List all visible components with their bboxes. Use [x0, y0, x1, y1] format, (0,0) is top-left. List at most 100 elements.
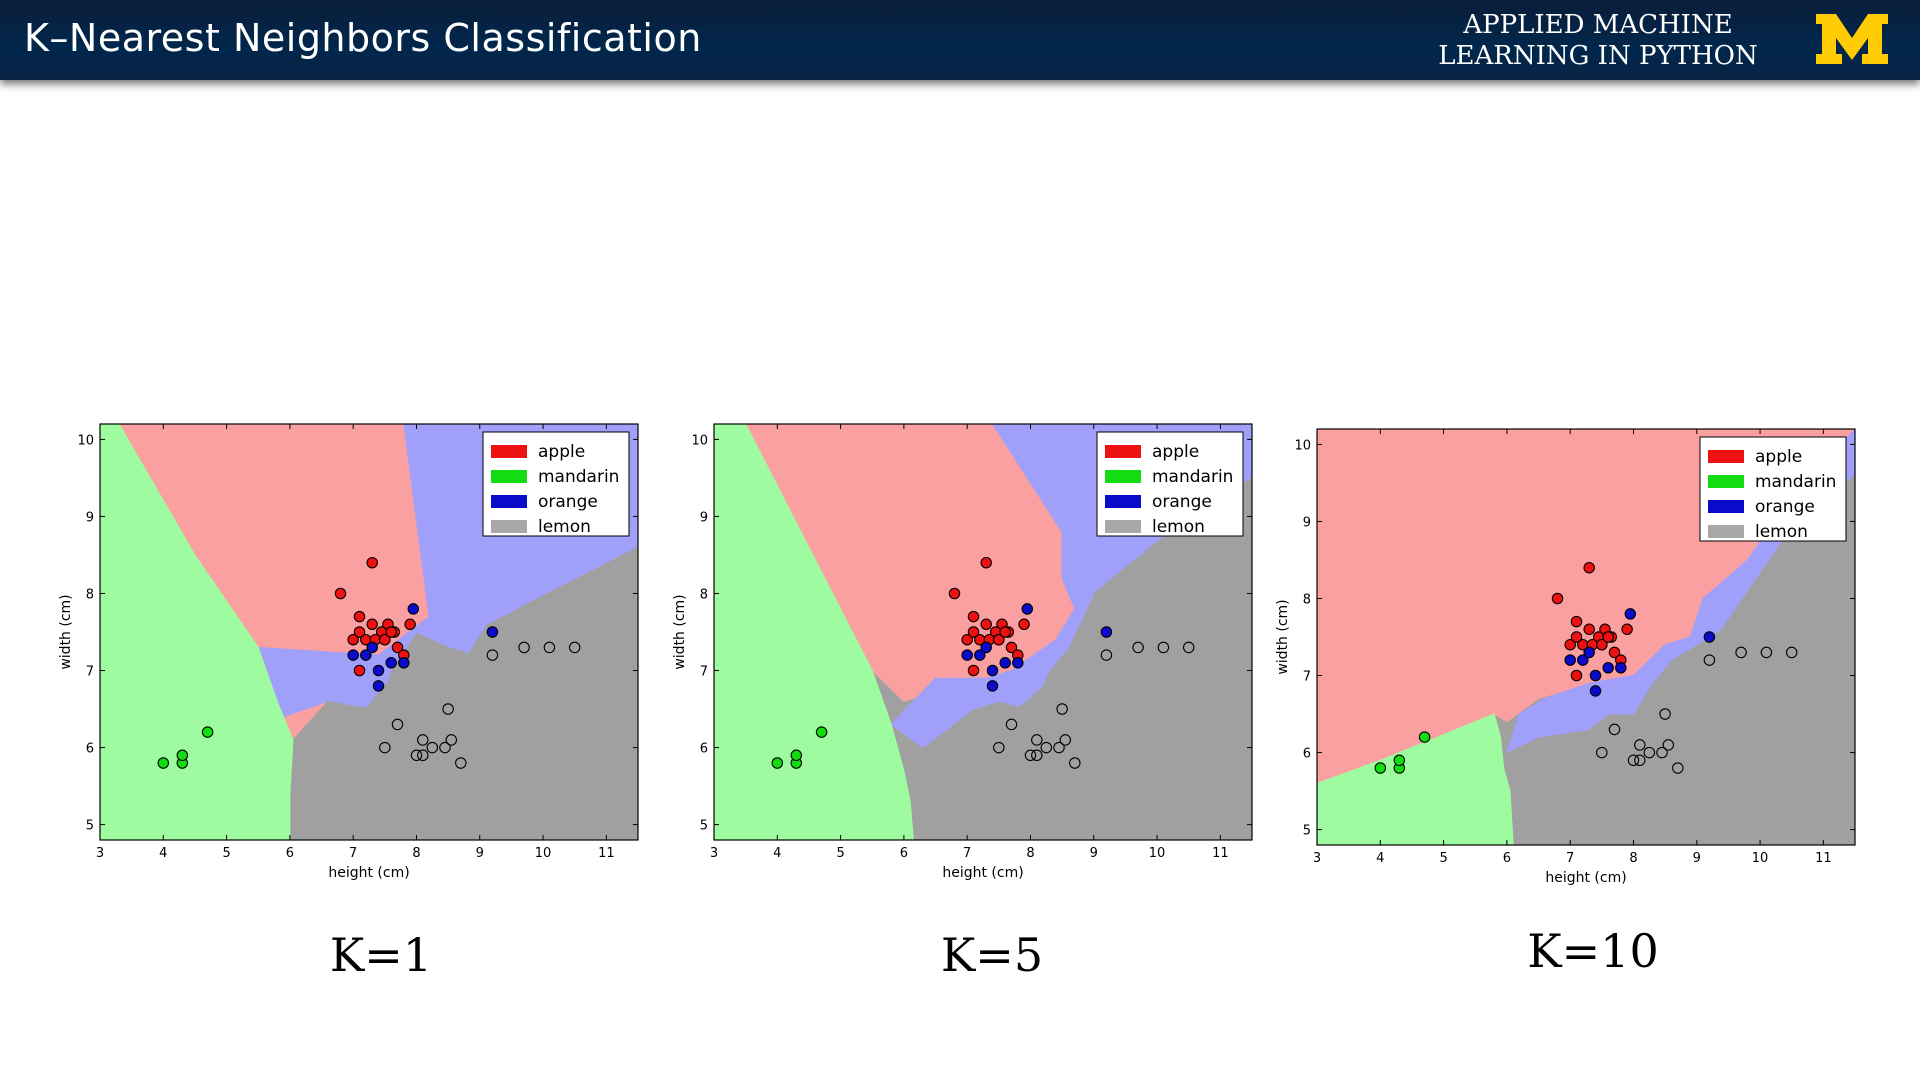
legend-label-orange: orange	[538, 492, 598, 512]
x-tick-label: 9	[476, 846, 484, 861]
legend-label-mandarin: mandarin	[538, 467, 619, 487]
x-tick-label: 11	[1815, 851, 1832, 866]
data-point-mandarin	[790, 749, 803, 762]
data-point-orange	[360, 649, 372, 661]
data-point-lemon	[543, 641, 556, 654]
x-tick-label: 7	[963, 846, 971, 861]
legend-swatch-lemon	[1105, 520, 1141, 533]
data-point-mandarin	[771, 757, 784, 769]
plot-frame	[1316, 428, 1856, 846]
data-point-orange	[1589, 685, 1602, 697]
y-tick-label: 5	[1303, 824, 1311, 839]
knn-plot-k10: 3 4 5 6 7 8 9 10 11 5 6 7 8 9 10 height (cm) width (cm) a…	[1267, 425, 1857, 886]
legend-swatch-apple	[1105, 445, 1141, 458]
x-tick-label: 6	[900, 846, 908, 861]
x-tick-label: 3	[710, 846, 718, 861]
data-point-lemon	[1656, 746, 1668, 759]
data-point-orange	[986, 664, 999, 677]
y-tick-label: 6	[86, 742, 94, 757]
data-point-lemon	[442, 703, 454, 715]
data-point-apple	[353, 626, 366, 638]
data-point-orange	[1577, 654, 1589, 666]
x-axis-label: height (cm)	[1545, 870, 1626, 886]
data-point-lemon	[1596, 746, 1608, 759]
x-tick-label: 5	[1439, 851, 1447, 866]
data-point-orange	[1021, 603, 1034, 615]
data-point-orange	[398, 657, 410, 669]
data-point-orange	[372, 664, 385, 677]
data-point-apple	[967, 664, 980, 677]
legend-label-lemon: lemon	[1152, 517, 1205, 537]
legend-label-lemon: lemon	[1755, 522, 1808, 542]
data-point-lemon	[1157, 641, 1170, 654]
data-point-orange	[980, 641, 992, 654]
x-tick-label: 9	[1693, 851, 1701, 866]
y-tick-label: 6	[700, 742, 708, 757]
y-tick-label: 10	[1294, 438, 1311, 453]
data-point-lemon	[1100, 649, 1113, 661]
data-point-lemon	[379, 741, 391, 754]
y-axis-label: width (cm)	[58, 594, 74, 669]
x-tick-label: 8	[412, 846, 420, 861]
data-point-lemon	[1608, 723, 1621, 736]
y-tick-label: 10	[77, 433, 94, 448]
data-point-lemon	[1053, 741, 1065, 754]
data-point-orange	[372, 680, 385, 692]
legend-swatch-orange	[1105, 495, 1141, 508]
data-point-orange	[974, 649, 986, 661]
data-point-lemon	[410, 749, 423, 762]
data-point-orange	[407, 603, 420, 615]
y-tick-label: 5	[86, 819, 94, 834]
plot-frame	[99, 423, 639, 841]
decision-region-mandarin	[100, 424, 294, 840]
data-point-orange	[486, 626, 499, 638]
y-tick-label: 5	[700, 819, 708, 834]
legend-label-apple: apple	[1755, 447, 1802, 467]
legend-swatch-mandarin	[491, 470, 527, 483]
x-tick-label: 11	[1212, 846, 1229, 861]
data-point-lemon	[1785, 646, 1798, 659]
data-point-lemon	[1069, 757, 1081, 769]
data-point-lemon	[1182, 641, 1195, 654]
plot-frame	[713, 423, 1253, 841]
y-tick-label: 7	[1303, 670, 1311, 685]
x-tick-label: 5	[222, 846, 230, 861]
data-point-apple	[385, 626, 397, 638]
logo-m-shape	[1816, 14, 1888, 64]
data-point-apple	[353, 610, 366, 623]
data-point-apple	[391, 641, 404, 654]
x-tick-label: 6	[286, 846, 294, 861]
data-point-lemon	[1662, 739, 1675, 751]
data-point-orange	[999, 657, 1011, 669]
data-point-apple	[1005, 641, 1018, 654]
data-point-apple	[1583, 623, 1595, 636]
x-tick-label: 3	[1313, 851, 1321, 866]
legend-label-apple: apple	[538, 442, 585, 462]
y-tick-label: 8	[86, 587, 94, 602]
legend-label-lemon: lemon	[538, 517, 591, 537]
legend-label-orange: orange	[1755, 497, 1815, 517]
decision-region-mandarin	[1317, 713, 1514, 845]
data-point-lemon	[417, 749, 429, 762]
data-point-lemon	[1024, 749, 1037, 762]
data-point-apple	[1621, 623, 1633, 636]
data-point-orange	[961, 649, 973, 661]
data-point-orange	[1100, 626, 1113, 638]
data-point-orange	[385, 657, 397, 669]
x-tick-label: 9	[1090, 846, 1098, 861]
data-point-lemon	[439, 741, 451, 754]
x-tick-label: 3	[96, 846, 104, 861]
data-point-apple	[1570, 631, 1583, 643]
data-point-lemon	[1760, 646, 1773, 659]
data-point-apple	[1564, 638, 1576, 651]
data-point-lemon	[486, 649, 499, 661]
data-point-lemon	[1056, 703, 1068, 715]
y-tick-label: 7	[86, 665, 94, 680]
data-point-orange	[986, 680, 999, 692]
data-point-apple	[1570, 669, 1583, 682]
data-point-orange	[1624, 608, 1637, 620]
legend-swatch-orange	[1708, 500, 1744, 513]
y-tick-label: 8	[700, 587, 708, 602]
data-point-lemon	[1040, 741, 1053, 754]
data-point-orange	[1703, 631, 1716, 643]
